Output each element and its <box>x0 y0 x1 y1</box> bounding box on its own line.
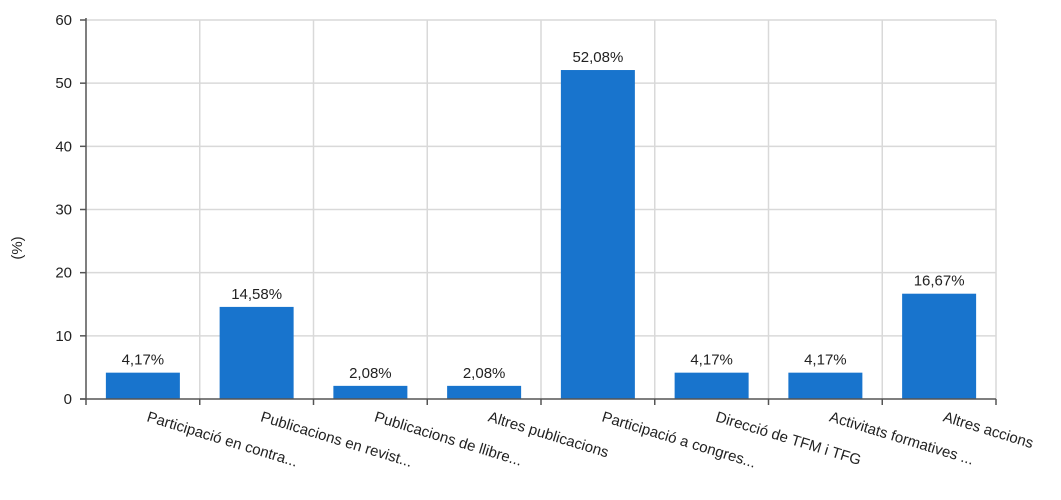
y-tick-label: 20 <box>55 265 72 282</box>
bar <box>447 385 522 399</box>
y-tick-label: 40 <box>55 138 72 155</box>
bar <box>902 293 977 399</box>
bars <box>105 70 977 399</box>
y-tick-label: 0 <box>64 391 72 408</box>
y-tick-label: 10 <box>55 328 72 345</box>
bar <box>219 306 294 399</box>
bar <box>333 385 408 399</box>
data-label: 4,17% <box>122 352 165 369</box>
data-label: 4,17% <box>690 352 733 369</box>
data-label: 2,08% <box>463 365 506 382</box>
bar <box>788 372 863 399</box>
y-axis-label: (%) <box>9 236 26 259</box>
data-label: 16,67% <box>914 273 965 290</box>
y-tick-label: 30 <box>55 202 72 219</box>
data-label: 4,17% <box>804 352 847 369</box>
data-label: 14,58% <box>231 286 282 303</box>
data-label: 52,08% <box>572 49 623 66</box>
labels: 4,17% 14,58% 2,08% 2,08% 52,08% 4,17% 4,17% 16,… <box>55 12 1035 472</box>
axes <box>80 18 997 405</box>
y-tick-label: 50 <box>55 75 72 92</box>
bar <box>105 372 180 399</box>
bar <box>674 372 749 399</box>
grid-lines <box>86 19 997 399</box>
y-tick-label: 60 <box>55 12 72 29</box>
bar <box>560 70 635 399</box>
data-label: 2,08% <box>349 365 392 382</box>
